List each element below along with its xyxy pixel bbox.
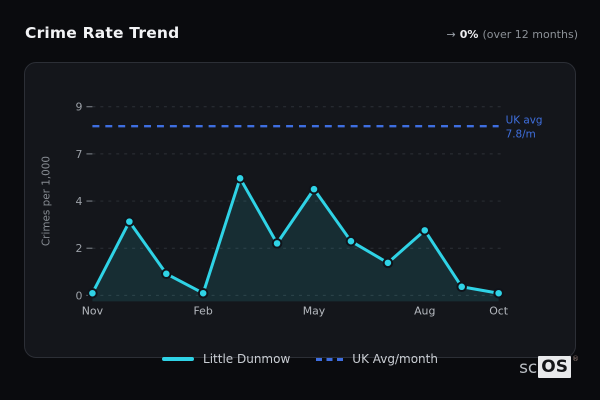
svg-text:Feb: Feb <box>194 304 213 317</box>
svg-text:4: 4 <box>76 195 83 208</box>
svg-text:2: 2 <box>76 242 83 255</box>
svg-text:UK avg: UK avg <box>506 115 543 127</box>
svg-text:9: 9 <box>76 101 83 114</box>
trend-indicator: → 0% (over 12 months) <box>447 28 578 41</box>
page-title: Crime Rate Trend <box>25 24 180 42</box>
legend-label: Little Dunmow <box>203 352 291 366</box>
header: Crime Rate Trend → 0% (over 12 months) <box>25 24 578 42</box>
svg-text:May: May <box>303 304 326 317</box>
logo-boxed-text: OS <box>538 356 571 378</box>
legend-label: UK Avg/month <box>352 352 438 366</box>
registered-trademark-icon: ® <box>572 355 579 363</box>
svg-text:7.8/m: 7.8/m <box>506 128 536 140</box>
dashed-line-swatch-icon <box>316 357 344 361</box>
svg-text:Crimes per 1,000: Crimes per 1,000 <box>41 156 53 246</box>
svg-text:7: 7 <box>76 148 83 161</box>
trend-arrow-icon: → <box>446 28 456 41</box>
scos-logo: sc OS ® <box>519 356 579 378</box>
svg-text:Aug: Aug <box>414 304 435 317</box>
svg-text:Oct: Oct <box>489 304 509 317</box>
svg-text:0: 0 <box>76 289 83 302</box>
trend-caption: (over 12 months) <box>482 28 578 41</box>
svg-text:Nov: Nov <box>82 304 104 317</box>
solid-line-swatch-icon <box>162 357 195 361</box>
logo-prefix: sc <box>519 358 538 378</box>
trend-value: 0% <box>459 28 479 41</box>
legend-item-little-dunmow: Little Dunmow <box>162 352 290 366</box>
legend-item-uk-avg: UK Avg/month <box>316 352 438 366</box>
chart-panel: 0 2 4 7 9 Nov Feb May Aug Oct UK avg 7.8/m Crimes pe… <box>24 62 576 358</box>
chart-legend: Little Dunmow UK Avg/month <box>0 352 600 366</box>
